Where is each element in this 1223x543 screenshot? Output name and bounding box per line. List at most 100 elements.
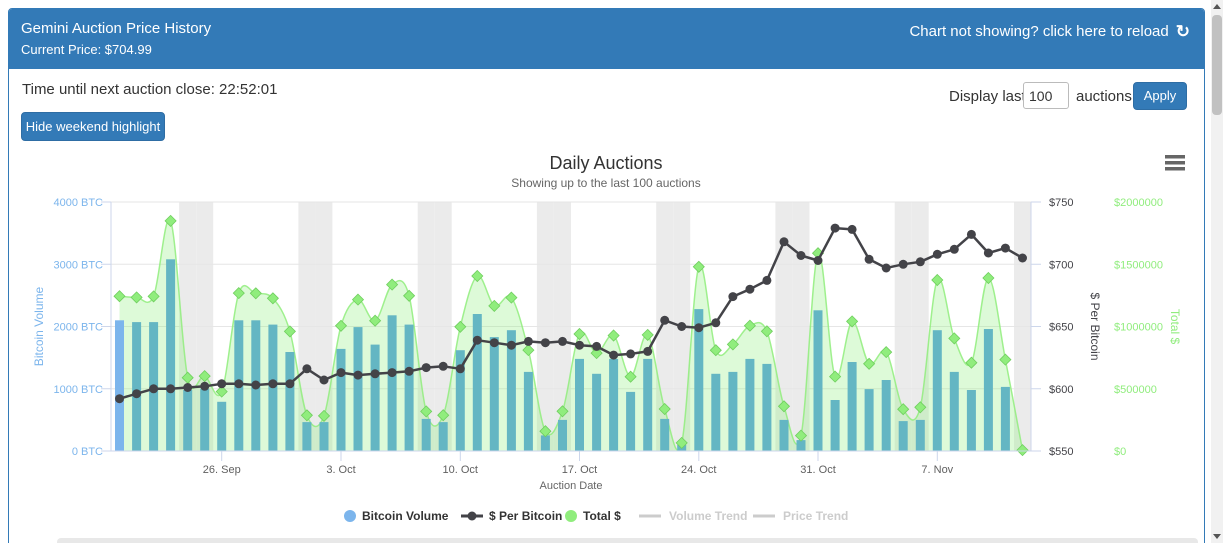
total-diamond[interactable]: [164, 214, 177, 227]
price-dot[interactable]: [115, 394, 124, 404]
volume-bar[interactable]: [540, 435, 550, 451]
price-dot[interactable]: [813, 256, 823, 265]
volume-bar[interactable]: [592, 373, 602, 451]
volume-bar[interactable]: [336, 348, 346, 451]
price-dot[interactable]: [404, 366, 414, 376]
chart-menu-button[interactable]: [1165, 155, 1185, 171]
total-diamond[interactable]: [300, 409, 313, 422]
volume-bar[interactable]: [694, 309, 704, 451]
total-diamond[interactable]: [317, 409, 331, 422]
total-diamond[interactable]: [437, 409, 450, 422]
price-dot[interactable]: [915, 257, 925, 267]
hamburger-icon[interactable]: [1165, 155, 1185, 159]
total-diamond[interactable]: [215, 385, 228, 398]
volume-bar[interactable]: [370, 344, 380, 451]
total-diamond[interactable]: [283, 325, 296, 338]
price-dot[interactable]: [711, 318, 721, 328]
total-diamond[interactable]: [420, 405, 433, 418]
price-dot[interactable]: [745, 284, 755, 294]
legend-item[interactable]: Total $: [565, 509, 621, 523]
total-diamond[interactable]: [471, 269, 484, 283]
price-dot[interactable]: [217, 379, 227, 389]
price-dot[interactable]: [779, 237, 789, 247]
reload-link[interactable]: Chart not showing? click here to reload …: [909, 21, 1190, 43]
price-dot[interactable]: [421, 363, 431, 373]
total-diamond[interactable]: [334, 319, 348, 332]
total-diamond[interactable]: [386, 278, 399, 291]
volume-bar[interactable]: [575, 358, 584, 451]
volume-bar[interactable]: [813, 310, 823, 451]
volume-bar[interactable]: [489, 337, 499, 451]
scrollbar-up-arrow-icon[interactable]: [1211, 0, 1223, 14]
price-dot[interactable]: [455, 364, 465, 374]
volume-bar[interactable]: [711, 373, 721, 451]
volume-bar[interactable]: [949, 371, 959, 451]
price-dot[interactable]: [898, 259, 908, 269]
total-diamond[interactable]: [658, 402, 671, 416]
volume-bar[interactable]: [115, 320, 124, 451]
total-diamond[interactable]: [351, 293, 365, 306]
total-diamond[interactable]: [607, 329, 620, 342]
price-dot[interactable]: [166, 384, 176, 394]
price-dot[interactable]: [762, 275, 772, 285]
hide-weekend-button[interactable]: Hide weekend highlight: [21, 112, 165, 141]
price-dot[interactable]: [626, 349, 636, 359]
legend-item[interactable]: $ Per Bitcoin: [461, 509, 562, 523]
volume-bar[interactable]: [983, 329, 993, 451]
total-diamond[interactable]: [794, 429, 808, 442]
total-diamond[interactable]: [846, 315, 859, 328]
volume-bar[interactable]: [796, 440, 806, 451]
volume-bar[interactable]: [455, 350, 465, 451]
price-dot[interactable]: [506, 340, 516, 350]
price-dot[interactable]: [200, 381, 210, 391]
hamburger-icon[interactable]: [1165, 167, 1185, 171]
volume-bar[interactable]: [830, 400, 840, 451]
volume-bar[interactable]: [558, 419, 567, 451]
total-diamond[interactable]: [232, 287, 245, 300]
price-dot[interactable]: [149, 384, 159, 394]
price-dot[interactable]: [540, 338, 550, 348]
total-diamond[interactable]: [760, 325, 773, 338]
hamburger-icon[interactable]: [1165, 161, 1185, 165]
volume-bar[interactable]: [438, 422, 448, 451]
price-dot[interactable]: [472, 335, 482, 345]
price-dot[interactable]: [949, 244, 959, 254]
price-dot[interactable]: [558, 336, 567, 346]
price-dot[interactable]: [932, 249, 942, 259]
volume-bar[interactable]: [745, 358, 755, 451]
total-diamond[interactable]: [573, 327, 586, 341]
total-diamond[interactable]: [539, 425, 552, 438]
price-dot[interactable]: [183, 383, 193, 392]
volume-bar[interactable]: [472, 314, 482, 451]
volume-bar[interactable]: [217, 401, 227, 451]
price-dot[interactable]: [660, 315, 670, 325]
price-dot[interactable]: [677, 322, 687, 331]
total-diamond[interactable]: [522, 344, 535, 357]
price-dot[interactable]: [1000, 243, 1010, 253]
price-dot[interactable]: [336, 368, 346, 378]
price-dot[interactable]: [881, 263, 891, 273]
volume-bar[interactable]: [609, 358, 619, 451]
price-dot[interactable]: [966, 229, 976, 239]
price-dot[interactable]: [728, 292, 738, 302]
total-diamond[interactable]: [914, 401, 927, 414]
total-diamond[interactable]: [675, 436, 688, 449]
price-dot[interactable]: [132, 389, 142, 399]
volume-bar[interactable]: [728, 371, 738, 451]
total-diamond[interactable]: [488, 299, 501, 312]
scrollbar-down-arrow-icon[interactable]: [1211, 529, 1223, 543]
total-diamond[interactable]: [948, 332, 961, 345]
volume-bar[interactable]: [864, 389, 874, 451]
volume-bar[interactable]: [404, 324, 414, 451]
price-dot[interactable]: [609, 350, 619, 360]
total-diamond[interactable]: [829, 370, 842, 383]
price-dot[interactable]: [285, 379, 295, 389]
volume-bar[interactable]: [302, 422, 312, 451]
volume-bar[interactable]: [523, 371, 533, 451]
total-diamond[interactable]: [880, 346, 893, 359]
refresh-icon[interactable]: ↻: [1175, 22, 1190, 41]
total-diamond[interactable]: [249, 287, 262, 300]
price-dot[interactable]: [1018, 253, 1027, 263]
legend-item[interactable]: Bitcoin Volume: [344, 509, 449, 523]
price-dot[interactable]: [796, 251, 806, 260]
